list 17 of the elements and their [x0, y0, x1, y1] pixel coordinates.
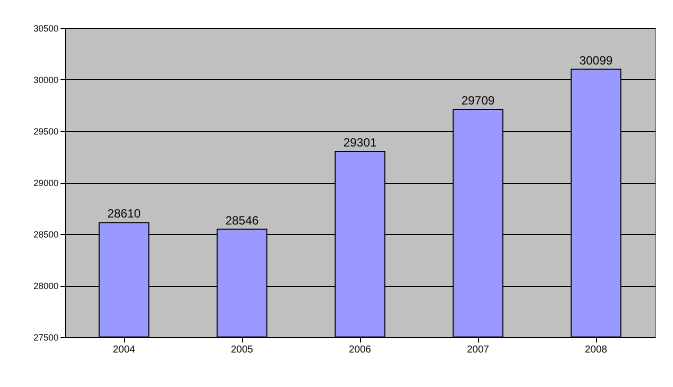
data-label: 28610	[107, 206, 142, 221]
y-tick-label: 27500	[33, 332, 58, 342]
y-tick-label: 30000	[33, 75, 58, 85]
y-tick-label: 29500	[33, 126, 58, 136]
data-label: 30099	[579, 53, 614, 68]
data-label: 28546	[225, 213, 260, 228]
x-tick-label: 2004	[112, 344, 136, 356]
x-tick-label: 2007	[466, 344, 490, 356]
y-tick-label: 28000	[33, 281, 58, 291]
x-tick-label: 2008	[584, 344, 608, 356]
data-label: 29709	[461, 93, 496, 108]
x-tick-label: 2005	[230, 344, 254, 356]
y-tick-label: 29000	[33, 178, 58, 188]
data-label: 29301	[343, 135, 378, 150]
y-tick-label: 28500	[33, 230, 58, 240]
y-tick-label: 30500	[33, 24, 58, 34]
x-tick-label: 2006	[348, 344, 372, 356]
